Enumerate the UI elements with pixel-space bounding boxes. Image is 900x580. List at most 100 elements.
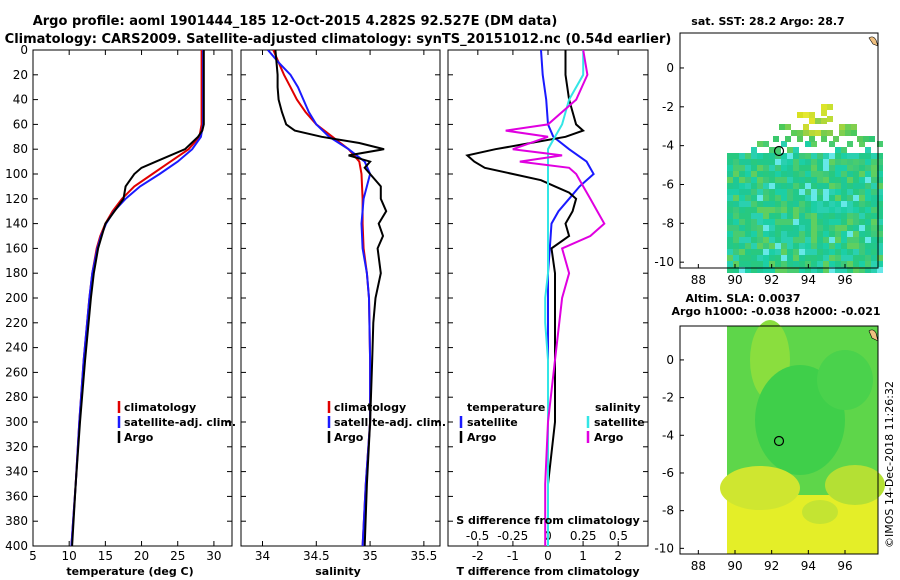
sla-blob	[802, 500, 838, 524]
sst-cell	[853, 189, 859, 195]
sst-cell	[817, 183, 823, 189]
sst-cell	[811, 207, 817, 213]
sst-map-title: sat. SST: 28.2 Argo: 28.7	[691, 15, 844, 28]
sst-cell	[763, 141, 769, 147]
x-tick-label: 20	[134, 549, 149, 563]
sst-cell	[775, 219, 781, 225]
sst-cell	[781, 195, 787, 201]
sst-cell	[823, 219, 829, 225]
sst-cell	[811, 231, 817, 237]
sst-cell	[781, 165, 787, 171]
sst-cell	[847, 225, 853, 231]
sst-cell	[805, 153, 811, 159]
sst-cell	[827, 130, 833, 136]
sst-cell	[787, 189, 793, 195]
sst-cell	[785, 136, 791, 142]
sst-cell	[859, 267, 865, 273]
sst-cell	[853, 219, 859, 225]
sst-cell	[797, 112, 803, 118]
sst-cell	[763, 267, 769, 273]
sst-cell	[787, 267, 793, 273]
sst-cell	[775, 159, 781, 165]
sst-cell	[805, 207, 811, 213]
sst-cell	[733, 237, 739, 243]
sst-cell	[781, 237, 787, 243]
sst-cell	[845, 130, 851, 136]
sst-cell	[847, 195, 853, 201]
sst-cell	[853, 195, 859, 201]
sst-cell	[787, 177, 793, 183]
sst-cell	[841, 189, 847, 195]
sst-cell	[865, 201, 871, 207]
map-lat-label: 0	[666, 353, 674, 367]
sst-cell	[853, 231, 859, 237]
salinity-axes	[240, 49, 441, 547]
map-lon-label: 90	[727, 273, 742, 287]
sst-cell	[823, 195, 829, 201]
sst-cell	[841, 231, 847, 237]
sst-cell	[865, 177, 871, 183]
sst-cell	[793, 237, 799, 243]
sst-cell	[877, 165, 883, 171]
sst-cell	[871, 243, 877, 249]
sst-cell	[829, 237, 835, 243]
sst-cell	[853, 213, 859, 219]
sst-cell	[805, 249, 811, 255]
sla-blob	[720, 466, 800, 510]
sst-cell	[785, 124, 791, 130]
sst-cell	[865, 249, 871, 255]
sst-cell	[739, 201, 745, 207]
sst-cell	[751, 231, 757, 237]
sst-cell	[835, 183, 841, 189]
sst-cell	[817, 171, 823, 177]
sst-cell	[823, 201, 829, 207]
sst-cell	[733, 201, 739, 207]
sst-cell	[859, 177, 865, 183]
sst-cell	[745, 207, 751, 213]
sst-cell	[793, 225, 799, 231]
sst-cell	[841, 177, 847, 183]
map-lon-label: 94	[801, 273, 816, 287]
sst-cell	[805, 159, 811, 165]
salinity-xlabel: salinity	[315, 565, 361, 578]
sst-cell	[865, 195, 871, 201]
sst-cell	[727, 189, 733, 195]
sst-cell	[859, 237, 865, 243]
sst-cell	[859, 189, 865, 195]
sst-cell	[739, 177, 745, 183]
sst-cell	[793, 207, 799, 213]
sst-cell	[835, 219, 841, 225]
sst-cell	[769, 189, 775, 195]
sst-cell	[811, 189, 817, 195]
sst-cell	[829, 165, 835, 171]
sst-cell	[769, 213, 775, 219]
sst-cell	[745, 249, 751, 255]
sst-cell	[769, 195, 775, 201]
sst-cell	[871, 267, 877, 273]
x2-tick-label: 0.5	[609, 529, 628, 543]
sst-cell	[865, 237, 871, 243]
sst-cell	[751, 171, 757, 177]
sst-cell	[727, 165, 733, 171]
sst-cell	[811, 267, 817, 273]
sst-cell	[793, 243, 799, 249]
sst-cell	[733, 255, 739, 261]
map-lat-label: -8	[662, 216, 674, 230]
sst-cell	[859, 201, 865, 207]
sst-cell	[871, 189, 877, 195]
sst-cell	[871, 177, 877, 183]
sst-cell	[745, 237, 751, 243]
sst-cell	[835, 207, 841, 213]
sst-cell	[733, 183, 739, 189]
sst-cell	[811, 255, 817, 261]
sst-cell	[841, 213, 847, 219]
sst-map-frame	[679, 32, 879, 269]
sst-cell	[865, 183, 871, 189]
sst-cell	[871, 261, 877, 267]
sst-cell	[871, 159, 877, 165]
sst-cell	[763, 177, 769, 183]
sla-blob	[817, 350, 873, 410]
sst-cell	[751, 153, 757, 159]
sst-cell	[787, 201, 793, 207]
sst-cell	[727, 231, 733, 237]
